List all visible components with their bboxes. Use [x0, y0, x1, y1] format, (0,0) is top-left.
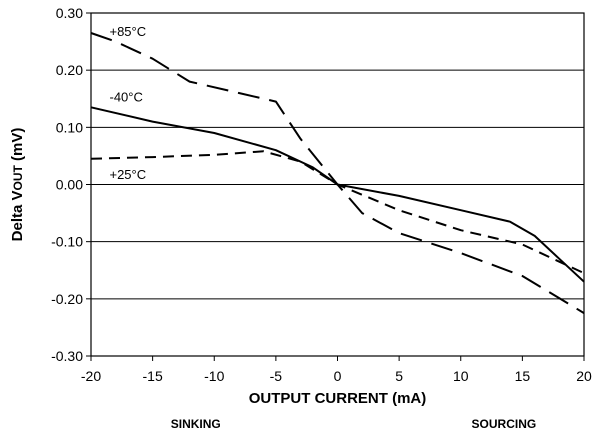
y-tick-label: -0.20 — [51, 291, 83, 307]
y-tick-label: -0.10 — [51, 234, 83, 250]
series-label-2: +25°C — [109, 167, 146, 182]
x-tick-label: -10 — [204, 368, 224, 384]
x-axis-title: OUTPUT CURRENT (mA) — [249, 390, 427, 407]
y-axis-title-main: Delta V — [9, 190, 26, 241]
series-line-2 — [90, 150, 585, 275]
y-axis-title: Delta VOUT (mV) — [9, 128, 26, 242]
y-tick-label: 0.30 — [56, 5, 83, 21]
x-tick-label: 10 — [453, 368, 469, 384]
y-axis-title-sub: OUT — [11, 164, 25, 190]
y-tick-label: 0.10 — [56, 119, 83, 135]
x-tick-label: -20 — [81, 368, 101, 384]
label-layer: +85°C -40°C +25°C — [109, 24, 146, 182]
tick-layer: 0.30 0.20 0.10 0.00 -0.10 -0.20 -0.30 -20 -15 -10… — [51, 5, 592, 384]
y-tick-label: 0.20 — [56, 62, 83, 78]
series-line-1 — [90, 106, 585, 283]
sourcing-label: SOURCING — [472, 417, 537, 431]
x-tick-label: -15 — [143, 368, 163, 384]
y-tick-label: 0.00 — [56, 177, 83, 193]
series-line-0 — [90, 32, 585, 314]
x-tick-label: 0 — [334, 368, 342, 384]
sinking-label: SINKING — [171, 417, 221, 431]
x-tick-label: -5 — [270, 368, 283, 384]
series-label-1: -40°C — [109, 90, 142, 105]
y-axis-title-unit: (mV) — [9, 128, 26, 166]
x-tick-label: 15 — [515, 368, 531, 384]
x-tick-label: 5 — [395, 368, 403, 384]
x-tick-label: 20 — [576, 368, 592, 384]
y-tick-label: -0.30 — [51, 348, 83, 364]
series-layer — [90, 32, 585, 314]
series-label-0: +85°C — [109, 24, 146, 39]
